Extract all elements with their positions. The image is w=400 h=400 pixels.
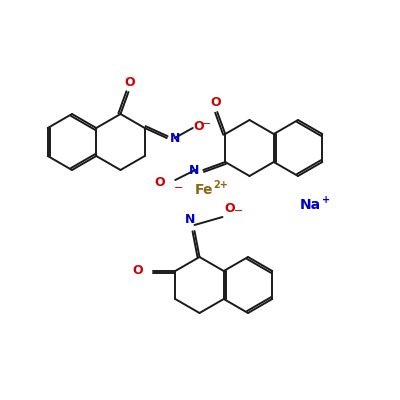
Text: +: + xyxy=(322,195,330,205)
Text: O: O xyxy=(155,176,165,190)
Text: O: O xyxy=(133,264,143,278)
Text: O: O xyxy=(194,120,204,134)
Text: O: O xyxy=(124,76,135,89)
Text: O: O xyxy=(210,96,220,109)
Text: O: O xyxy=(224,202,235,215)
Text: N: N xyxy=(189,164,199,176)
Text: Fe: Fe xyxy=(195,183,214,197)
Text: −: − xyxy=(202,119,211,129)
Text: Na: Na xyxy=(300,198,321,212)
Text: N: N xyxy=(170,132,180,146)
Text: −: − xyxy=(234,206,243,216)
Text: −: − xyxy=(174,183,184,193)
Text: N: N xyxy=(185,213,196,226)
Text: 2+: 2+ xyxy=(213,180,228,190)
